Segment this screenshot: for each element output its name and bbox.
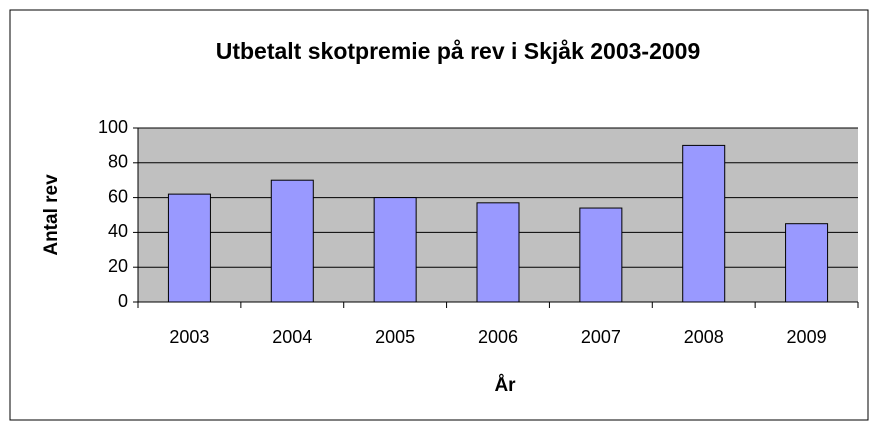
- x-tick-label: 2009: [787, 327, 827, 347]
- y-tick-label: 0: [118, 291, 128, 311]
- bar: [785, 223, 829, 303]
- y-tick-label: 20: [108, 256, 128, 276]
- bar: [476, 202, 520, 303]
- y-tick-label: 40: [108, 221, 128, 241]
- x-tick-label: 2006: [478, 327, 518, 347]
- bar: [270, 179, 314, 303]
- bar: [682, 144, 726, 303]
- bar: [579, 207, 623, 303]
- x-tick-label: 2008: [684, 327, 724, 347]
- bar: [373, 197, 417, 303]
- x-tick-label: 2007: [581, 327, 621, 347]
- x-tick-label: 2004: [272, 327, 312, 347]
- x-tick-label: 2003: [169, 327, 209, 347]
- chart-title: Utbetalt skotpremie på rev i Skjåk 2003-…: [216, 38, 701, 64]
- y-tick-label: 60: [108, 186, 128, 206]
- y-tick-label: 80: [108, 152, 128, 172]
- x-tick-label: 2005: [375, 327, 415, 347]
- y-tick-label: 100: [98, 117, 128, 137]
- y-axis-title: Antal rev: [41, 174, 62, 256]
- bar: [167, 193, 211, 303]
- x-axis-title: År: [494, 375, 516, 396]
